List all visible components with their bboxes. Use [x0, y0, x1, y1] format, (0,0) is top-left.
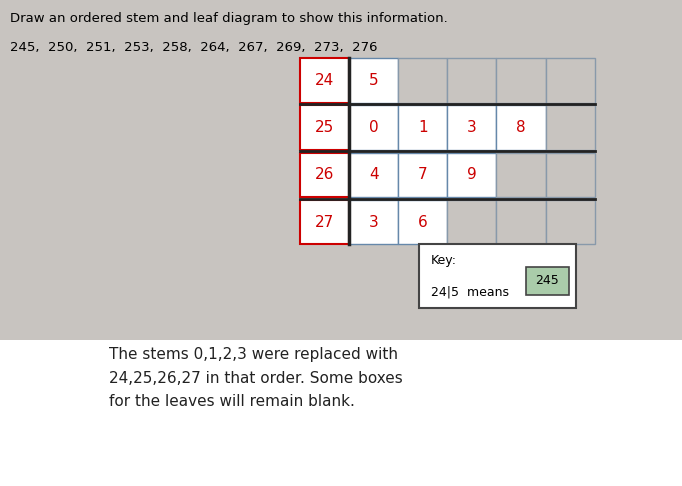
- FancyBboxPatch shape: [398, 153, 447, 197]
- FancyBboxPatch shape: [447, 200, 496, 244]
- Text: 4: 4: [369, 168, 379, 182]
- Text: 0: 0: [369, 121, 379, 135]
- FancyBboxPatch shape: [526, 267, 569, 295]
- FancyBboxPatch shape: [546, 105, 595, 150]
- FancyBboxPatch shape: [496, 58, 546, 103]
- FancyBboxPatch shape: [546, 153, 595, 197]
- Text: 8: 8: [516, 121, 526, 135]
- FancyBboxPatch shape: [546, 58, 595, 103]
- FancyBboxPatch shape: [349, 153, 398, 197]
- FancyBboxPatch shape: [349, 105, 398, 150]
- Text: 24|5  means: 24|5 means: [431, 285, 509, 298]
- Text: 7: 7: [418, 168, 428, 182]
- FancyBboxPatch shape: [300, 58, 349, 103]
- FancyBboxPatch shape: [398, 200, 447, 244]
- FancyBboxPatch shape: [496, 153, 546, 197]
- FancyBboxPatch shape: [349, 200, 398, 244]
- Text: 3: 3: [369, 215, 379, 229]
- Text: 245,  250,  251,  253,  258,  264,  267,  269,  273,  276: 245, 250, 251, 253, 258, 264, 267, 269, …: [10, 41, 378, 54]
- Text: 3: 3: [467, 121, 477, 135]
- FancyBboxPatch shape: [300, 153, 349, 197]
- FancyBboxPatch shape: [398, 58, 447, 103]
- FancyBboxPatch shape: [349, 58, 398, 103]
- Text: Key:: Key:: [431, 254, 457, 267]
- Text: 24: 24: [315, 73, 334, 88]
- Text: 27: 27: [315, 215, 334, 229]
- FancyBboxPatch shape: [419, 244, 576, 308]
- Text: Draw an ordered stem and leaf diagram to show this information.: Draw an ordered stem and leaf diagram to…: [10, 12, 448, 25]
- FancyBboxPatch shape: [300, 105, 349, 150]
- Text: 245: 245: [535, 275, 559, 287]
- FancyBboxPatch shape: [300, 200, 349, 244]
- Bar: [0, 340, 682, 486]
- FancyBboxPatch shape: [398, 105, 447, 150]
- Text: 9: 9: [467, 168, 477, 182]
- FancyBboxPatch shape: [447, 58, 496, 103]
- Text: 25: 25: [315, 121, 334, 135]
- Text: 5: 5: [369, 73, 379, 88]
- Text: 6: 6: [418, 215, 428, 229]
- Text: 1: 1: [418, 121, 428, 135]
- FancyBboxPatch shape: [546, 200, 595, 244]
- FancyBboxPatch shape: [447, 105, 496, 150]
- FancyBboxPatch shape: [447, 153, 496, 197]
- FancyBboxPatch shape: [496, 200, 546, 244]
- Text: The stems 0,1,2,3 were replaced with
24,25,26,27 in that order. Some boxes
for t: The stems 0,1,2,3 were replaced with 24,…: [109, 347, 403, 409]
- FancyBboxPatch shape: [496, 105, 546, 150]
- Text: 26: 26: [315, 168, 334, 182]
